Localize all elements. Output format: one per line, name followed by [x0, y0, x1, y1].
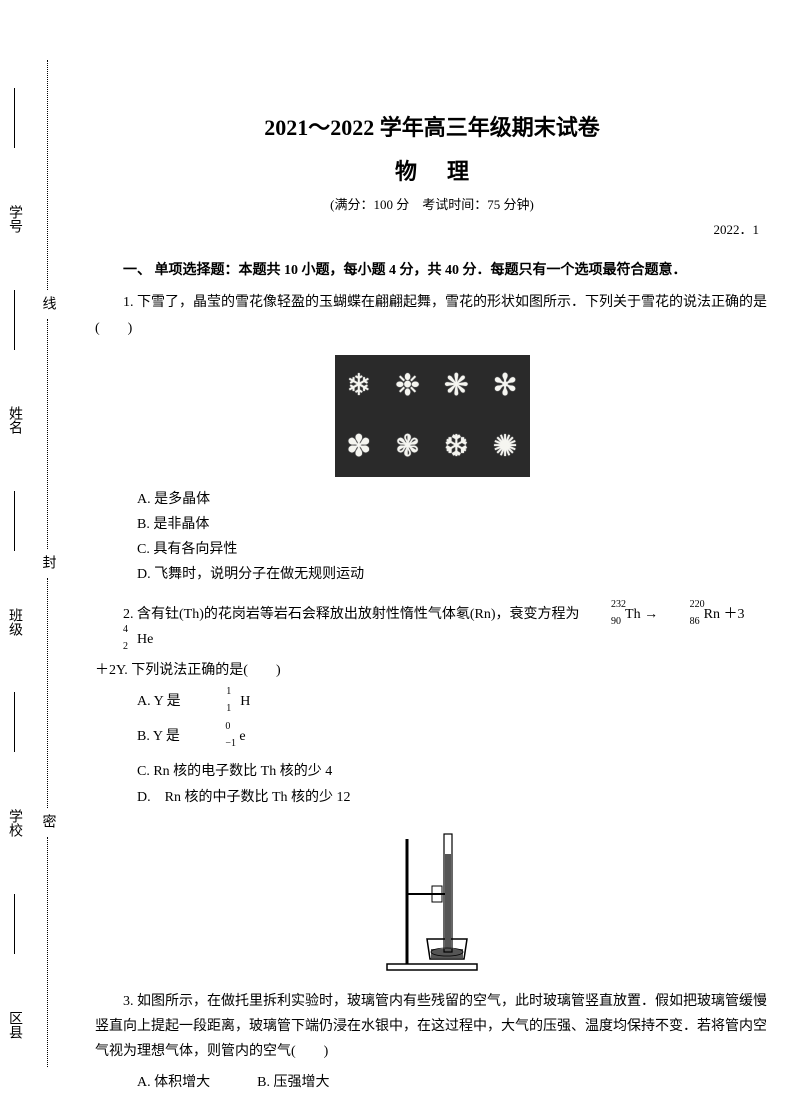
- q1-stem: 1. 下雪了，晶莹的雪花像轻盈的玉蝴蝶在翩翩起舞，雪花的形状如图所示．下列关于雪…: [95, 290, 769, 340]
- option-b: B. 是非晶体: [95, 512, 769, 537]
- exam-date: 2022．1: [95, 219, 759, 238]
- section-heading: 一、 单项选择题：本题共 10 小题，每小题 4 分，共 40 分．每题只有一个…: [95, 260, 769, 282]
- dotline: [47, 60, 48, 290]
- q2-stem: 2. 含有钍(Th)的花岗岩等岩石会释放出放射性惰性气体氡(Rn)，衰变方程为 …: [95, 602, 769, 652]
- nuclide-rn: 220 86 Rn: [662, 602, 720, 627]
- nuclide-th: 232 90 Th: [583, 602, 641, 627]
- option-b: B. 压强增大: [257, 1075, 329, 1090]
- field-underline: [14, 692, 15, 752]
- q3-figure: [95, 824, 769, 979]
- field-underline: [14, 88, 15, 148]
- q2-text: 2. 含有钍(Th)的花岗岩等岩石会释放出放射性惰性气体氡(Rn)，衰变方程为: [123, 607, 583, 622]
- snowflake-icon: ❆: [444, 429, 469, 464]
- q2-options: A. Y 是 1 1 H B. Y 是 0 −1 e C. Rn 核的电子数比 …: [95, 689, 769, 810]
- option-a: A. 是多晶体: [95, 487, 769, 512]
- q3-options: A. 体积增大 B. 压强增大: [95, 1070, 769, 1095]
- snowflake-icon: ❉: [395, 368, 420, 403]
- option-d: D. Rn 核的中子数比 Th 核的少 12: [95, 785, 769, 810]
- binding-dotted-line: 线 封 密: [20, 60, 75, 1067]
- page-content: 2021～2022 学年高三年级期末试卷 物理 (满分：100 分 考试时间：7…: [95, 60, 769, 1096]
- option-c: C. 具有各向异性: [95, 537, 769, 562]
- q2-stem-line2: ＋2Y. 下列说法正确的是( ): [95, 658, 769, 683]
- subject-title: 物理: [95, 154, 769, 186]
- option-b: B. Y 是 0 −1 e: [95, 724, 769, 749]
- nuclide: 1 1 H: [184, 689, 250, 714]
- dotline: [47, 578, 48, 808]
- snowflake-icon: ✽: [346, 429, 371, 464]
- seal-label: 密: [38, 808, 58, 837]
- snowflake-icon: ❃: [395, 429, 420, 464]
- snowflake-icon: ✺: [493, 429, 518, 464]
- field-underline: [14, 290, 15, 350]
- q1-figure: ❄ ❉ ❋ ✻ ✽ ❃ ❆ ✺: [95, 355, 769, 477]
- torricelli-stand-icon: [372, 824, 492, 974]
- snowflake-icon: ❋: [444, 368, 469, 403]
- option-a: A. 体积增大: [137, 1075, 210, 1090]
- q1-options: A. 是多晶体 B. 是非晶体 C. 具有各向异性 D. 飞舞时，说明分子在做无…: [95, 487, 769, 588]
- exam-meta: (满分：100 分 考试时间：75 分钟): [95, 194, 769, 213]
- arrow: →: [644, 607, 658, 622]
- q3-stem: 3. 如图所示，在做托里拆利实验时，玻璃管内有些残留的空气，此时玻璃管竖直放置．…: [95, 989, 769, 1065]
- dotline: [47, 837, 48, 1067]
- option-c: C. Rn 核的电子数比 Th 核的少 4: [95, 759, 769, 784]
- nuclide-he: 4 2 He: [95, 627, 153, 652]
- exam-title: 2021～2022 学年高三年级期末试卷: [95, 110, 769, 142]
- nuclide: 0 −1 e: [183, 724, 245, 749]
- field-underline: [14, 491, 15, 551]
- snowflake-icon: ❄: [346, 368, 371, 403]
- dotline: [47, 319, 48, 549]
- snowflake-image: ❄ ❉ ❋ ✻ ✽ ❃ ❆ ✺: [335, 355, 530, 477]
- option-d: D. 飞舞时，说明分子在做无规则运动: [95, 562, 769, 587]
- field-underline: [14, 894, 15, 954]
- option-a: A. Y 是 1 1 H: [95, 689, 769, 714]
- snowflake-icon: ✻: [493, 368, 518, 403]
- seal-label: 封: [38, 549, 58, 578]
- seal-label: 线: [38, 290, 58, 319]
- plus: ＋3: [723, 607, 744, 622]
